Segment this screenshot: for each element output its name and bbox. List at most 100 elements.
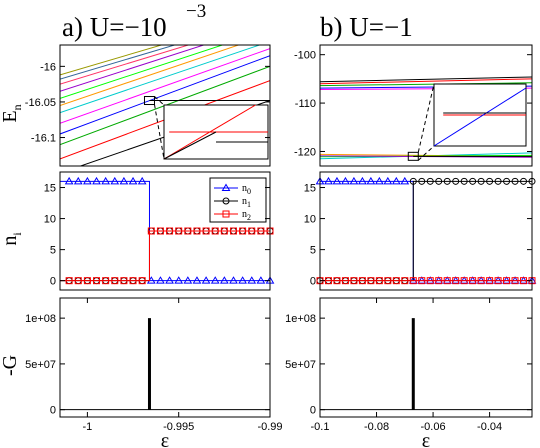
inset-level-diag	[433, 87, 527, 147]
marker-triangle	[238, 276, 247, 284]
marker-square	[435, 277, 443, 285]
marker-triangle	[156, 276, 165, 284]
marker-triangle	[442, 276, 452, 284]
y-tick-label: 1e+08	[25, 313, 56, 325]
marker-square	[184, 227, 192, 235]
marker-triangle	[341, 176, 350, 185]
marker-square	[341, 277, 349, 285]
series-n1	[316, 177, 536, 285]
marker-circle	[503, 177, 511, 185]
marker-square	[358, 277, 366, 285]
marker-triangle	[128, 176, 138, 185]
y-tick-label: 5e+07	[285, 359, 316, 371]
y-tick-label: 5	[50, 245, 56, 257]
y-axis-label: -G	[0, 355, 21, 376]
x-tick-label: -0.1	[311, 421, 330, 433]
marker-circle	[443, 177, 451, 185]
marker-square	[392, 277, 400, 285]
panels: -16.1-16.05-16En-120-110-100n0n1n2051015…	[0, 44, 537, 448]
marker-square	[102, 277, 110, 285]
marker-circle	[511, 177, 519, 185]
x-tick-label: -0.06	[421, 421, 446, 433]
y-tick-label: -120	[294, 146, 316, 158]
marker-square	[229, 227, 237, 235]
inset-level-diag	[163, 104, 256, 160]
marker-triangle	[434, 276, 444, 284]
marker-triangle	[451, 276, 461, 284]
marker-triangle	[201, 276, 211, 284]
marker-square	[324, 277, 332, 285]
marker-square	[129, 277, 137, 285]
y-axis-label-sub: n	[10, 104, 24, 110]
x-tick-label: -0.995	[163, 421, 194, 433]
inset-connector	[417, 83, 435, 153]
legend-label-sub: 0	[247, 187, 251, 196]
marker-square	[401, 277, 409, 285]
marker-triangle	[183, 276, 193, 284]
marker-square	[175, 227, 183, 235]
inset-connector	[153, 104, 165, 160]
title-a-exponent: −3	[186, 1, 206, 22]
y-axis-label-sub: i	[10, 232, 24, 236]
marker-square	[156, 227, 164, 235]
series-line	[60, 230, 270, 282]
marker-triangle	[374, 176, 384, 185]
marker-circle	[435, 177, 443, 185]
title-b: b) U=−1	[320, 12, 413, 42]
marker-triangle	[400, 176, 410, 185]
energy-level-line	[60, 45, 177, 80]
energy-level-line	[320, 82, 532, 87]
y-tick-label: -16	[40, 61, 56, 73]
legend-label: n0	[242, 183, 251, 196]
marker-square	[93, 277, 101, 285]
marker-triangle	[476, 276, 486, 284]
marker-triangle	[519, 276, 528, 284]
marker-square	[350, 277, 358, 285]
y-tick-label: 0	[50, 405, 56, 417]
legend-label: n1	[242, 196, 251, 209]
x-axis-label: ε	[422, 430, 430, 448]
marker-triangle	[485, 276, 494, 284]
marker-circle	[494, 177, 502, 185]
y-tick-label: 1e+08	[285, 313, 316, 325]
marker-triangle	[391, 176, 401, 185]
marker-square	[460, 277, 468, 285]
inset-connector	[417, 145, 435, 161]
plot-frame	[59, 171, 271, 291]
marker-triangle	[324, 176, 333, 185]
y-tick-label: 5	[310, 245, 316, 257]
marker-triangle	[493, 276, 503, 284]
energy-level-line	[60, 45, 241, 106]
marker-triangle	[459, 276, 469, 284]
marker-triangle	[221, 183, 231, 191]
marker-circle	[426, 177, 434, 185]
marker-triangle	[92, 176, 101, 185]
energy-level-line	[60, 45, 262, 114]
x-tick-label: -0.08	[364, 421, 389, 433]
marker-circle	[469, 177, 477, 185]
marker-square	[477, 277, 485, 285]
y-tick-label: -16.05	[25, 97, 56, 109]
marker-triangle	[101, 176, 111, 185]
marker-circle	[409, 177, 417, 185]
marker-square	[202, 227, 210, 235]
marker-square	[333, 277, 341, 285]
marker-triangle	[247, 276, 257, 284]
y-tick-label: -16.1	[31, 133, 56, 145]
marker-triangle	[408, 276, 418, 284]
energy-level-line	[60, 55, 270, 135]
marker-circle	[520, 177, 528, 185]
marker-square	[426, 277, 434, 285]
marker-square	[220, 227, 228, 235]
series-line	[320, 180, 532, 282]
marker-square	[367, 277, 375, 285]
titles: a) U=−10 −3 b) U=−1	[62, 1, 413, 42]
marker-triangle	[468, 276, 478, 284]
energy-level-line	[60, 45, 206, 92]
marker-square	[257, 227, 265, 235]
marker-triangle	[110, 176, 120, 185]
marker-triangle	[83, 176, 92, 185]
marker-square	[65, 277, 73, 285]
legend-label-sub: 2	[247, 213, 251, 222]
